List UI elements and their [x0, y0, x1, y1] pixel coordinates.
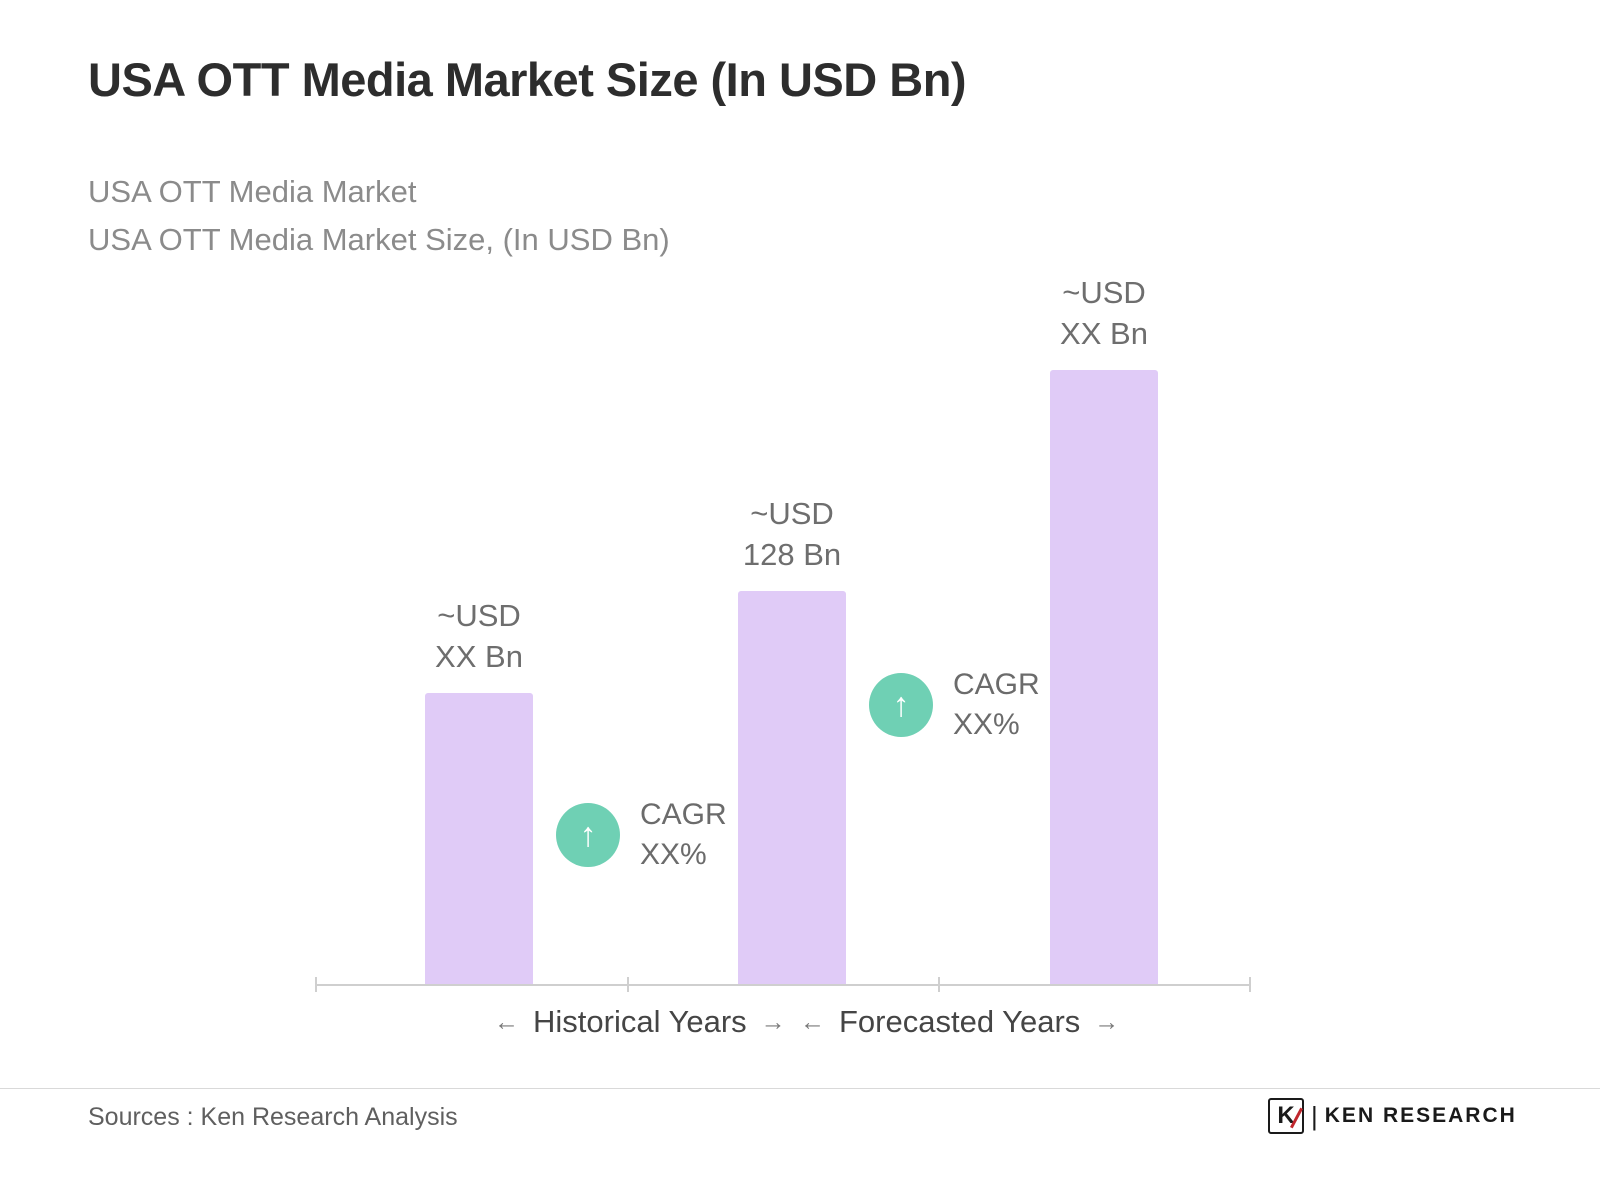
cagr-circle: ↑	[556, 803, 620, 867]
cagr-badge-historical: ↑ CAGR XX%	[556, 795, 727, 875]
axis-tick	[1249, 977, 1251, 992]
bar-historical-start	[425, 693, 533, 985]
cagr-text: CAGR XX%	[640, 795, 727, 875]
bar-value-label: ~USD XX Bn	[359, 595, 599, 677]
axis-group-historical: ← Historical Years →	[494, 1004, 786, 1040]
bar-value-line2: XX Bn	[435, 639, 523, 674]
subtitle-line-1: USA OTT Media Market	[88, 174, 417, 209]
left-arrow-icon: ←	[494, 1007, 519, 1036]
bar-value-line1: ~USD	[750, 496, 834, 531]
subtitle-line-2: USA OTT Media Market Size, (In USD Bn)	[88, 222, 670, 257]
logo-separator: |	[1311, 1100, 1318, 1131]
right-arrow-icon: →	[760, 1007, 786, 1036]
x-axis-line	[315, 984, 1251, 986]
cagr-label: CAGR	[640, 798, 727, 831]
axis-group-label-text: Historical Years	[533, 1004, 747, 1039]
bar-value-line2: 128 Bn	[742, 537, 842, 572]
up-arrow-icon: ↑	[892, 686, 910, 724]
sources-text: Sources : Ken Research Analysis	[88, 1103, 458, 1131]
axis-group-label-text: Forecasted Years	[839, 1004, 1081, 1039]
page-title: USA OTT Media Market Size (In USD Bn)	[88, 53, 967, 106]
up-arrow-icon: ↑	[579, 816, 597, 854]
logo-mark-icon: K	[1268, 1098, 1304, 1134]
axis-tick	[315, 977, 317, 992]
cagr-value: XX%	[640, 838, 707, 871]
axis-group-forecasted: ← Forecasted Years →	[800, 1004, 1119, 1040]
cagr-label: CAGR	[953, 668, 1040, 701]
footer-divider	[0, 1088, 1600, 1089]
bar-value-label: ~USD 128 Bn	[672, 493, 912, 575]
bar-value-line2: XX Bn	[1060, 316, 1148, 351]
logo-wordmark: KEN RESEARCH	[1324, 1104, 1517, 1127]
right-arrow-icon: →	[1094, 1007, 1120, 1036]
axis-tick	[938, 977, 940, 992]
cagr-circle: ↑	[869, 673, 933, 737]
bar-value-label: ~USD XX Bn	[984, 272, 1224, 354]
logo-letter: K	[1277, 1102, 1295, 1129]
axis-tick	[627, 977, 629, 992]
bar-value-line1: ~USD	[437, 598, 521, 633]
chart-subtitle: USA OTT Media Market USA OTT Media Marke…	[88, 168, 670, 264]
ken-research-logo: K | KEN RESEARCH	[1268, 1098, 1517, 1134]
bar-historical-end	[738, 591, 846, 985]
cagr-value: XX%	[953, 708, 1020, 741]
bar-forecast-end	[1050, 370, 1158, 985]
cagr-badge-forecast: ↑ CAGR XX%	[869, 665, 1040, 745]
left-arrow-icon: ←	[800, 1007, 825, 1036]
bar-value-line1: ~USD	[1062, 275, 1146, 310]
cagr-text: CAGR XX%	[953, 665, 1040, 745]
